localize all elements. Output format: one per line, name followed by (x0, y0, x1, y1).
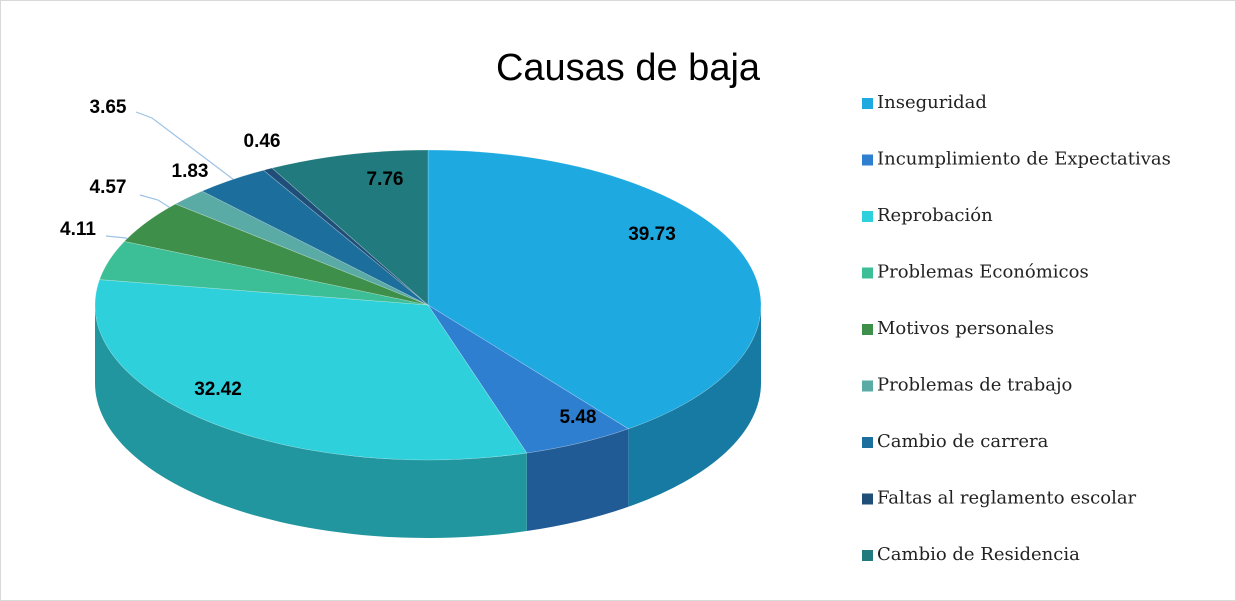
legend-swatch (862, 437, 873, 448)
legend-swatch (862, 98, 873, 109)
slice-side (95, 305, 527, 538)
legend-swatch (862, 493, 873, 505)
slice (427, 304, 630, 454)
slice (123, 203, 429, 306)
legend-swatch (862, 211, 873, 222)
data-label: 32.42 (194, 379, 242, 400)
legend-swatch (862, 154, 873, 166)
slice-side (526, 428, 629, 532)
data-label: 3.65 (90, 97, 127, 118)
slice (201, 169, 429, 306)
legend-swatch (862, 550, 873, 561)
slice-side (628, 305, 761, 507)
data-label: 39.73 (628, 224, 676, 245)
legend-label: Cambio de carrera (877, 431, 1049, 452)
legend-label: Inseguridad (877, 92, 987, 113)
slice (174, 190, 429, 306)
slice (99, 241, 429, 306)
legend-label: Reprobación (877, 205, 993, 226)
slice (427, 149, 762, 430)
legend-label: Faltas al reglamento escolar (877, 488, 1137, 509)
data-label: 1.83 (172, 161, 209, 182)
data-label: 4.57 (90, 177, 127, 198)
legend-label: Problemas de trabajo (877, 375, 1072, 396)
data-label: 4.11 (60, 219, 96, 240)
slice (94, 279, 528, 461)
legend-label: Cambio de Residencia (877, 544, 1080, 565)
legend-label: Motivos personales (877, 318, 1054, 339)
legend-swatch (862, 267, 873, 279)
legend-swatch (862, 324, 873, 335)
data-label: 5.48 (560, 407, 597, 428)
legend-label: Incumplimiento de Expectativas (877, 149, 1171, 170)
data-label: 7.76 (367, 169, 404, 190)
data-label: 0.46 (244, 131, 281, 152)
slice (271, 149, 429, 306)
slice (262, 167, 429, 306)
legend-label: Problemas Económicos (877, 262, 1089, 283)
legend-swatch (862, 380, 873, 392)
chart-title: Causas de baja (496, 47, 761, 89)
